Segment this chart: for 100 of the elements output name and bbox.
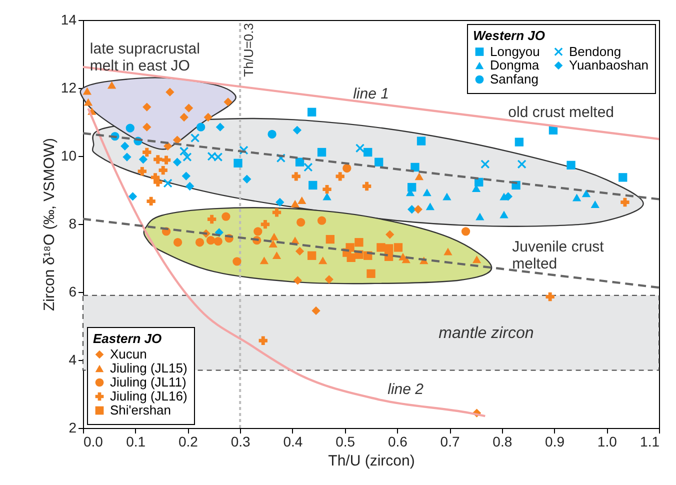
point <box>322 192 332 200</box>
point <box>317 148 326 157</box>
point <box>242 174 252 184</box>
legend-label: Xucun <box>110 346 147 362</box>
point <box>322 184 332 194</box>
y-tick-label: 14 <box>60 12 77 28</box>
point <box>254 227 262 236</box>
point <box>308 108 316 116</box>
point <box>364 148 372 157</box>
y-tick-label: 8 <box>68 216 77 232</box>
point <box>480 160 490 168</box>
point <box>290 200 300 208</box>
point <box>260 220 270 229</box>
point <box>362 182 372 191</box>
text: Eastern JO <box>93 331 162 346</box>
legend-label: Jiuling (JL16) <box>110 388 188 404</box>
x-tick-label: 1.0 <box>597 434 618 450</box>
point <box>292 126 302 134</box>
legend-label: Yuanbaoshan <box>569 58 649 72</box>
point <box>222 212 230 221</box>
point <box>270 232 278 240</box>
point <box>172 136 182 144</box>
ref-line-label: Th/U=0.3 <box>241 23 256 77</box>
x-tick-label: 0.1 <box>126 434 146 450</box>
point <box>324 275 334 284</box>
point <box>138 166 146 176</box>
point <box>296 218 306 227</box>
point <box>232 257 242 266</box>
point <box>162 156 171 164</box>
point <box>336 172 344 181</box>
point <box>173 238 182 247</box>
point <box>126 124 134 132</box>
point <box>84 98 93 106</box>
point <box>146 196 156 206</box>
legend-label: Longyou <box>490 44 540 59</box>
y-tick-label: 10 <box>60 148 77 164</box>
point <box>185 182 194 191</box>
point <box>268 130 276 139</box>
point <box>312 306 320 316</box>
point <box>258 336 268 345</box>
point <box>164 178 172 188</box>
line-series <box>87 107 486 418</box>
point <box>500 210 508 218</box>
point <box>184 104 194 112</box>
x-tick-label: 0.8 <box>492 434 512 450</box>
point <box>546 292 554 302</box>
point <box>204 112 212 122</box>
point <box>216 122 225 132</box>
legend-label: Dongma <box>490 58 540 72</box>
point <box>138 155 148 164</box>
x-tick-label: 0.9 <box>545 434 565 450</box>
point <box>408 182 416 192</box>
x-tick-label: 0.7 <box>440 434 460 450</box>
point <box>472 256 482 264</box>
point <box>376 243 386 252</box>
x-tick-label: 0.3 <box>230 434 251 450</box>
point <box>214 237 222 246</box>
legend-label: Jiuling (JL11) <box>110 374 186 390</box>
point <box>154 178 162 187</box>
point <box>207 214 216 224</box>
point <box>142 102 152 112</box>
point <box>128 192 138 201</box>
annotation: Juvenile crust melted <box>512 238 605 272</box>
point <box>422 188 432 196</box>
point <box>196 122 206 132</box>
point <box>195 238 204 247</box>
point <box>442 192 452 200</box>
y-tick-label: 2 <box>68 420 77 436</box>
point <box>304 162 312 172</box>
y-tick-label: 4 <box>68 352 77 368</box>
point <box>164 142 172 150</box>
point <box>154 155 162 164</box>
y-tick-label: 6 <box>68 284 77 300</box>
point <box>461 227 470 236</box>
point <box>566 160 576 170</box>
x-tick-label: 0.5 <box>336 434 356 450</box>
point <box>414 205 422 214</box>
point <box>356 144 364 153</box>
point <box>172 158 182 166</box>
point <box>142 122 152 132</box>
point <box>476 212 484 220</box>
legend-label: Shi'ershan <box>110 402 172 418</box>
annotation: old crust melted <box>508 104 614 121</box>
point <box>224 98 232 106</box>
point <box>295 158 304 166</box>
point <box>444 248 452 256</box>
point <box>276 198 284 207</box>
band-label: mantle zircon <box>438 324 534 342</box>
point <box>206 236 216 245</box>
point <box>268 240 278 248</box>
legend-label: Sanfang <box>490 72 538 86</box>
point <box>426 202 434 210</box>
point <box>308 180 318 190</box>
point <box>142 148 152 157</box>
point <box>180 146 188 156</box>
point <box>590 200 600 208</box>
point <box>298 196 306 204</box>
point <box>190 134 200 142</box>
legend-label: Bendong <box>569 44 622 59</box>
point <box>354 238 364 247</box>
